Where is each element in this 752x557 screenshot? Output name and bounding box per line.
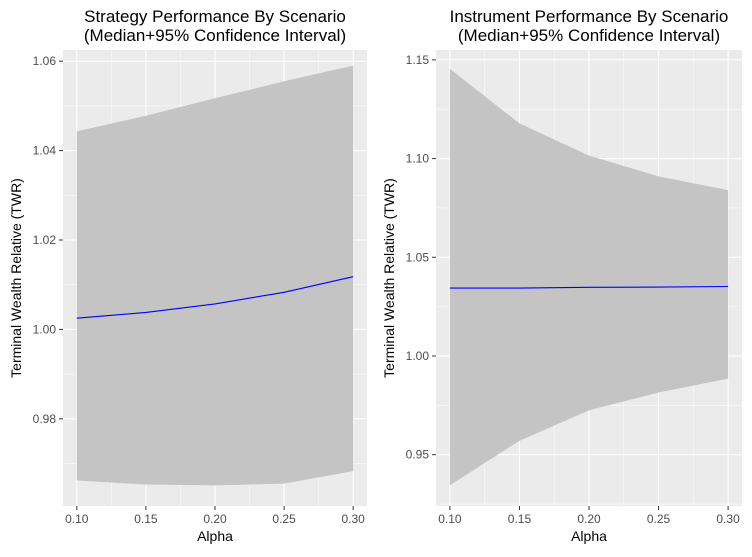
x-tick-label: 0.30 bbox=[342, 512, 366, 526]
chart-title-line-1: Strategy Performance By Scenario bbox=[84, 7, 346, 26]
x-tick-label: 0.25 bbox=[647, 512, 671, 526]
confidence-band bbox=[76, 65, 354, 486]
x-tick-label: 0.15 bbox=[134, 512, 158, 526]
y-tick-label: 1.04 bbox=[33, 144, 57, 158]
y-tick-label: 0.98 bbox=[33, 412, 57, 426]
y-tick-label: 1.05 bbox=[406, 250, 430, 264]
y-axis-title: Terminal Wealth Relative (TWR) bbox=[8, 178, 24, 378]
y-tick-label: 1.10 bbox=[406, 152, 430, 166]
median-line bbox=[449, 285, 729, 289]
x-tick-label: 0.10 bbox=[65, 512, 89, 526]
chart-title-line-2: (Median+95% Confidence Interval) bbox=[84, 26, 346, 45]
x-axis-title: Alpha bbox=[571, 528, 607, 544]
confidence-band bbox=[449, 68, 729, 486]
y-tick-label: 1.06 bbox=[33, 54, 57, 68]
x-tick-label: 0.20 bbox=[203, 512, 227, 526]
chart-panel-2: 0.10 0.15 0.20 0.25 0.30 0.95 1.00 1.05 1.10 1.15… bbox=[381, 7, 742, 544]
y-axis-title: Terminal Wealth Relative (TWR) bbox=[381, 178, 397, 378]
x-tick-label: 0.30 bbox=[716, 512, 740, 526]
y-tick-label: 1.02 bbox=[33, 233, 57, 247]
x-axis-title: Alpha bbox=[197, 528, 233, 544]
x-tick-label: 0.15 bbox=[508, 512, 532, 526]
chart-title-line-2: (Median+95% Confidence Interval) bbox=[458, 26, 720, 45]
x-tick-label: 0.25 bbox=[272, 512, 296, 526]
y-tick-label: 1.00 bbox=[406, 349, 430, 363]
y-tick-label: 1.00 bbox=[33, 322, 57, 336]
y-tick-label: 1.15 bbox=[406, 53, 430, 67]
y-tick-label: 0.95 bbox=[406, 448, 430, 462]
chart-title-line-1: Instrument Performance By Scenario bbox=[450, 7, 729, 26]
x-tick-label: 0.10 bbox=[438, 512, 462, 526]
median-line bbox=[76, 276, 354, 319]
x-tick-label: 0.20 bbox=[577, 512, 601, 526]
chart-panel-1: 0.10 0.15 0.20 0.25 0.30 0.98 1.00 1.02 1.04 1.06… bbox=[8, 7, 367, 544]
